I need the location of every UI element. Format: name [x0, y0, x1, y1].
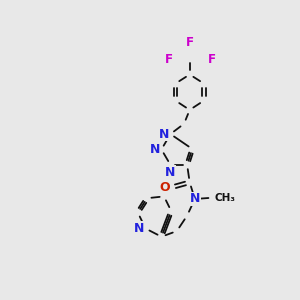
Text: F: F [165, 52, 173, 66]
Text: F: F [186, 36, 194, 49]
Text: CH₃: CH₃ [215, 193, 236, 203]
Text: N: N [190, 193, 200, 206]
Text: O: O [159, 181, 170, 194]
Text: N: N [150, 143, 160, 156]
Text: N: N [159, 128, 169, 140]
Text: N: N [165, 166, 176, 179]
Text: F: F [208, 52, 216, 66]
Text: N: N [134, 222, 144, 235]
